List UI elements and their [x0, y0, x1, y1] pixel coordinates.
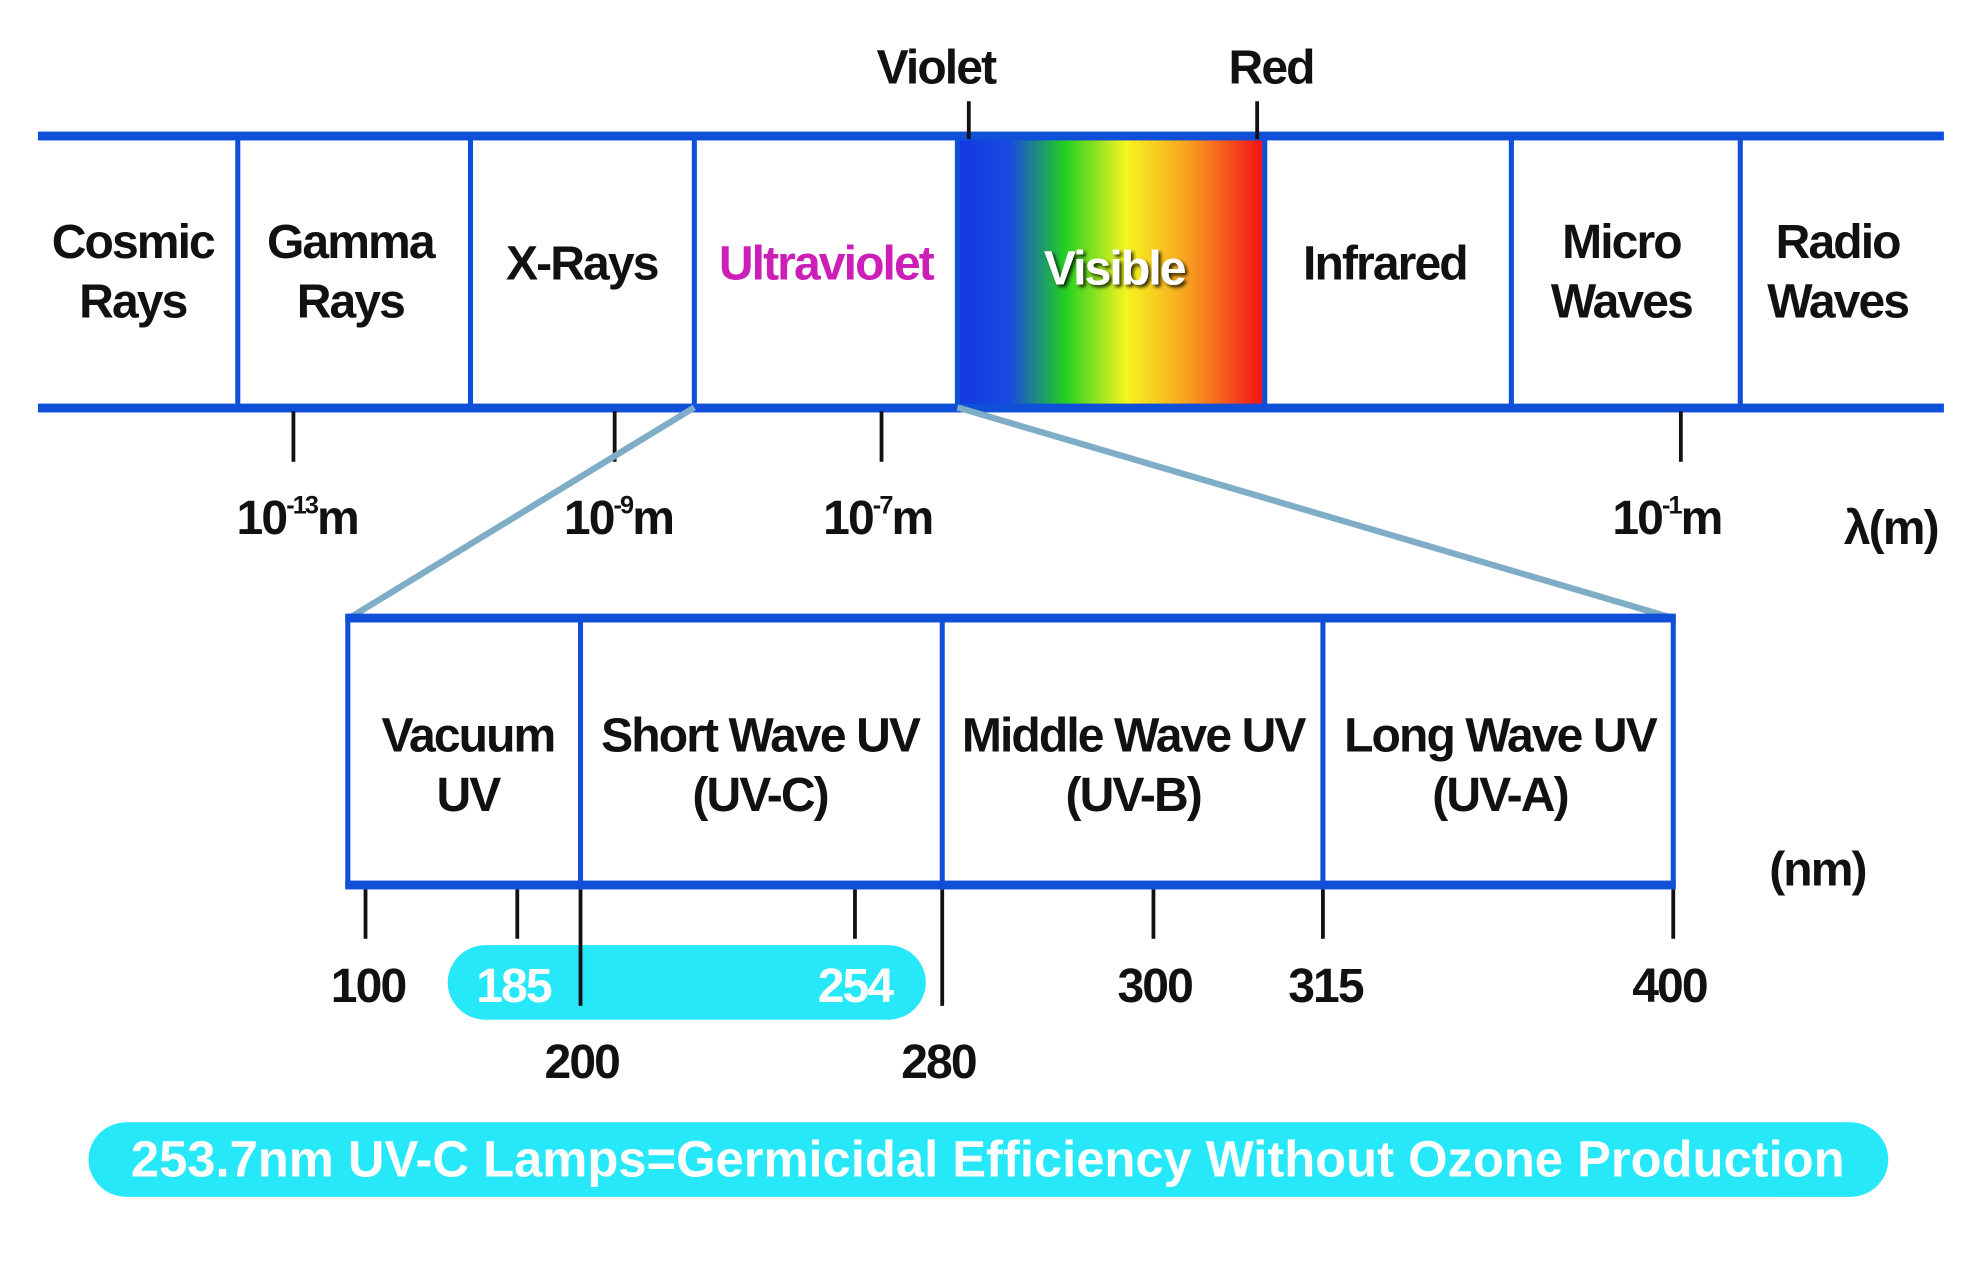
uv-box-top — [345, 613, 1676, 623]
band-x-rays: X-Rays — [506, 237, 658, 291]
red-label: Red — [1229, 40, 1314, 94]
uv-box — [345, 614, 1676, 889]
band-radio-waves-2: Waves — [1767, 275, 1908, 329]
scale-label-1e-1: 10-1m — [1612, 491, 1721, 545]
tick-280: 280 — [901, 1035, 976, 1089]
zoom-line-right — [956, 404, 1672, 621]
tick-400: 400 — [1632, 959, 1707, 1013]
band-cosmic-rays-1: Cosmic — [52, 215, 215, 269]
band-visible: Visible — [1044, 242, 1186, 296]
uv-vacuum-1: Vacuum — [382, 709, 555, 763]
band-radio-waves-1: Radio — [1776, 215, 1901, 269]
zoom-line-left — [348, 404, 696, 621]
band-gamma-rays-2: Rays — [297, 275, 404, 329]
band-micro-waves-2: Waves — [1551, 275, 1692, 329]
band-gamma-rays-1: Gamma — [267, 215, 437, 269]
uv-c-1: Short Wave UV — [601, 709, 921, 763]
uv-box-bottom — [345, 880, 1676, 890]
uv-dividers — [577, 617, 1326, 886]
germicidal-range-pill — [447, 945, 926, 1020]
uv-c-2: (UV-C) — [692, 768, 827, 822]
spectrum-top-line — [37, 131, 1944, 141]
scale-label-1e-13: 10-13m — [237, 491, 358, 545]
band-ultraviolet: Ultraviolet — [719, 237, 935, 291]
nm-ticks — [363, 889, 1676, 1006]
scale-label-1e-9: 10-9m — [564, 491, 673, 545]
band-infrared: Infrared — [1303, 237, 1467, 291]
uv-a-2: (UV-A) — [1432, 768, 1567, 822]
banner-pill — [88, 1122, 1889, 1197]
uv-a-1: Long Wave UV — [1344, 709, 1658, 763]
spectrum-bottom-line — [37, 403, 1944, 413]
visible-gradient — [957, 139, 1265, 407]
lambda-unit-label: λ(m) — [1844, 501, 1938, 555]
uv-vacuum-2: UV — [436, 768, 501, 822]
spectrum-dividers — [235, 135, 1743, 408]
em-spectrum-band: Cosmic Rays Gamma Rays X-Rays Ultraviole… — [37, 40, 1944, 555]
tick-185: 185 — [476, 959, 552, 1013]
uv-breakdown: Vacuum UV Short Wave UV (UV-C) Middle Wa… — [331, 613, 1868, 1089]
tick-315: 315 — [1288, 959, 1364, 1013]
violet-label: Violet — [877, 40, 997, 94]
scale-label-1e-7: 10-7m — [823, 491, 932, 545]
tick-254: 254 — [818, 959, 895, 1013]
uv-b-1: Middle Wave UV — [962, 709, 1307, 763]
band-micro-waves-1: Micro — [1562, 215, 1681, 269]
tick-100: 100 — [331, 959, 406, 1013]
band-cosmic-rays-2: Rays — [79, 275, 186, 329]
tick-200: 200 — [545, 1035, 620, 1089]
uv-b-2: (UV-B) — [1066, 768, 1201, 822]
tick-300: 300 — [1117, 959, 1192, 1013]
banner-text: 253.7nm UV-C Lamps=Germicidal Efficiency… — [131, 1131, 1845, 1188]
nm-unit-label: (nm) — [1769, 843, 1865, 897]
